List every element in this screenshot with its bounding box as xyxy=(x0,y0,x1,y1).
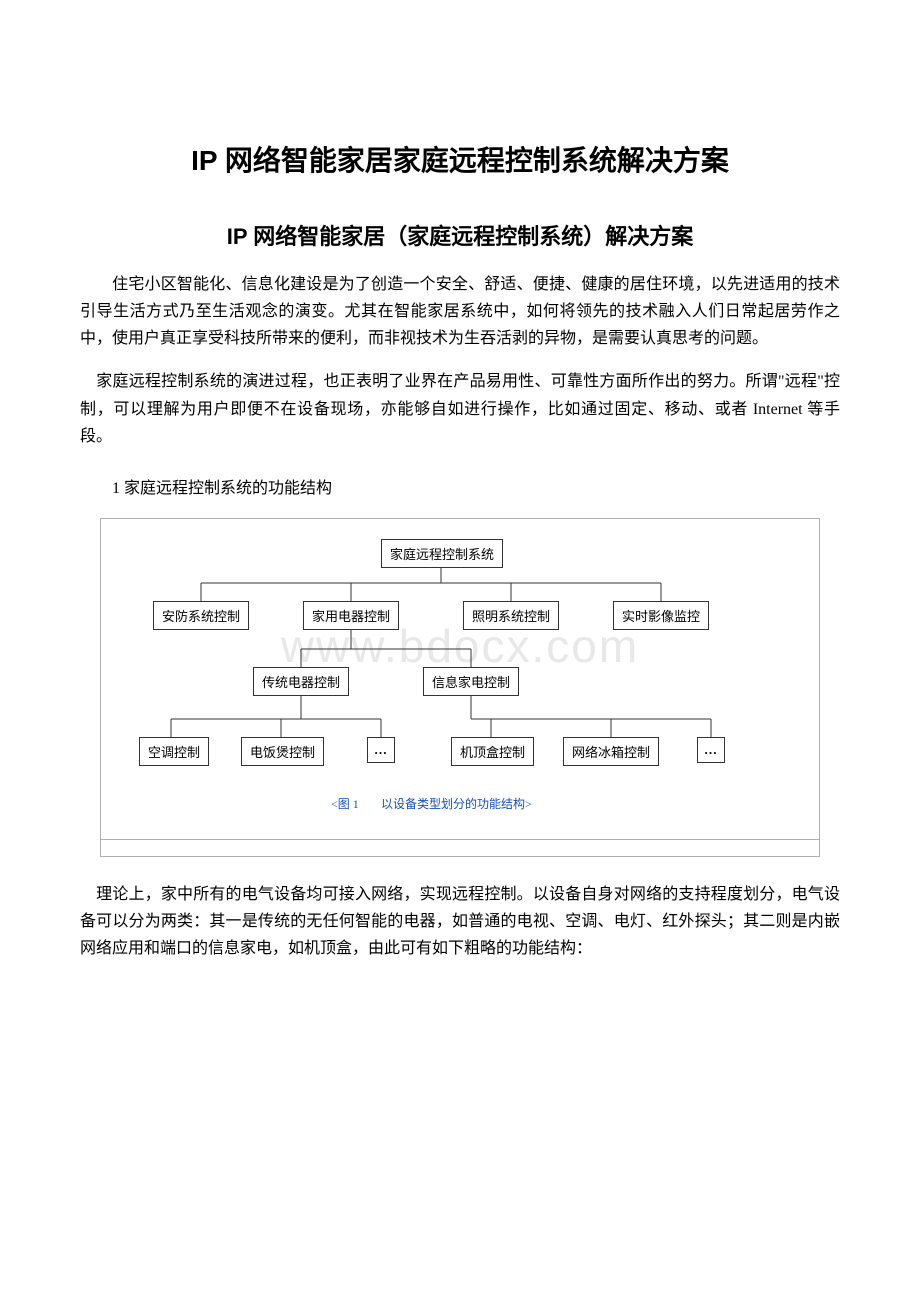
node-lighting: 照明系统控制 xyxy=(463,601,559,630)
diagram-divider xyxy=(101,839,819,856)
node-settop: 机顶盒控制 xyxy=(451,737,534,766)
paragraph-1-text: 住宅小区智能化、信息化建设是为了创造一个安全、舒适、便捷、健康的居住环境，以先进… xyxy=(80,276,840,347)
document-title: IP 网络智能家居家庭远程控制系统解决方案 xyxy=(80,139,840,179)
node-ricecooker: 电饭煲控制 xyxy=(241,737,324,766)
diagram-caption-label: <图 1 xyxy=(331,795,359,812)
node-root: 家庭远程控制系统 xyxy=(381,539,503,568)
node-ellipsis-2: … xyxy=(697,737,725,763)
document-subtitle: IP 网络智能家居（家庭远程控制系统）解决方案 xyxy=(80,219,840,251)
diagram-caption-text: 以设备类型划分的功能结构> xyxy=(381,795,532,812)
node-fridge: 网络冰箱控制 xyxy=(563,737,659,766)
paragraph-3: 理论上，家中所有的电气设备均可接入网络，实现远程控制。以设备自身对网络的支持程度… xyxy=(80,881,840,963)
node-security: 安防系统控制 xyxy=(153,601,249,630)
tree-diagram: www.bdocx.com xyxy=(101,519,819,839)
paragraph-3-text: 理论上，家中所有的电气设备均可接入网络，实现远程控制。以设备自身对网络的支持程度… xyxy=(80,886,840,957)
node-traditional: 传统电器控制 xyxy=(253,667,349,696)
paragraph-2-text: 家庭远程控制系统的演进过程，也正表明了业界在产品易用性、可靠性方面所作出的努力。… xyxy=(80,373,840,444)
node-ellipsis-1: … xyxy=(367,737,395,763)
node-ac: 空调控制 xyxy=(139,737,209,766)
document-page: IP 网络智能家居家庭远程控制系统解决方案 IP 网络智能家居（家庭远程控制系统… xyxy=(0,0,920,1046)
node-appliance: 家用电器控制 xyxy=(303,601,399,630)
node-info-appliance: 信息家电控制 xyxy=(423,667,519,696)
diagram-container: www.bdocx.com xyxy=(100,518,820,857)
node-video: 实时影像监控 xyxy=(613,601,709,630)
section-1-heading: 1 家庭远程控制系统的功能结构 xyxy=(80,474,840,498)
paragraph-1: 住宅小区智能化、信息化建设是为了创造一个安全、舒适、便捷、健康的居住环境，以先进… xyxy=(80,271,840,353)
paragraph-2: 家庭远程控制系统的演进过程，也正表明了业界在产品易用性、可靠性方面所作出的努力。… xyxy=(80,368,840,450)
